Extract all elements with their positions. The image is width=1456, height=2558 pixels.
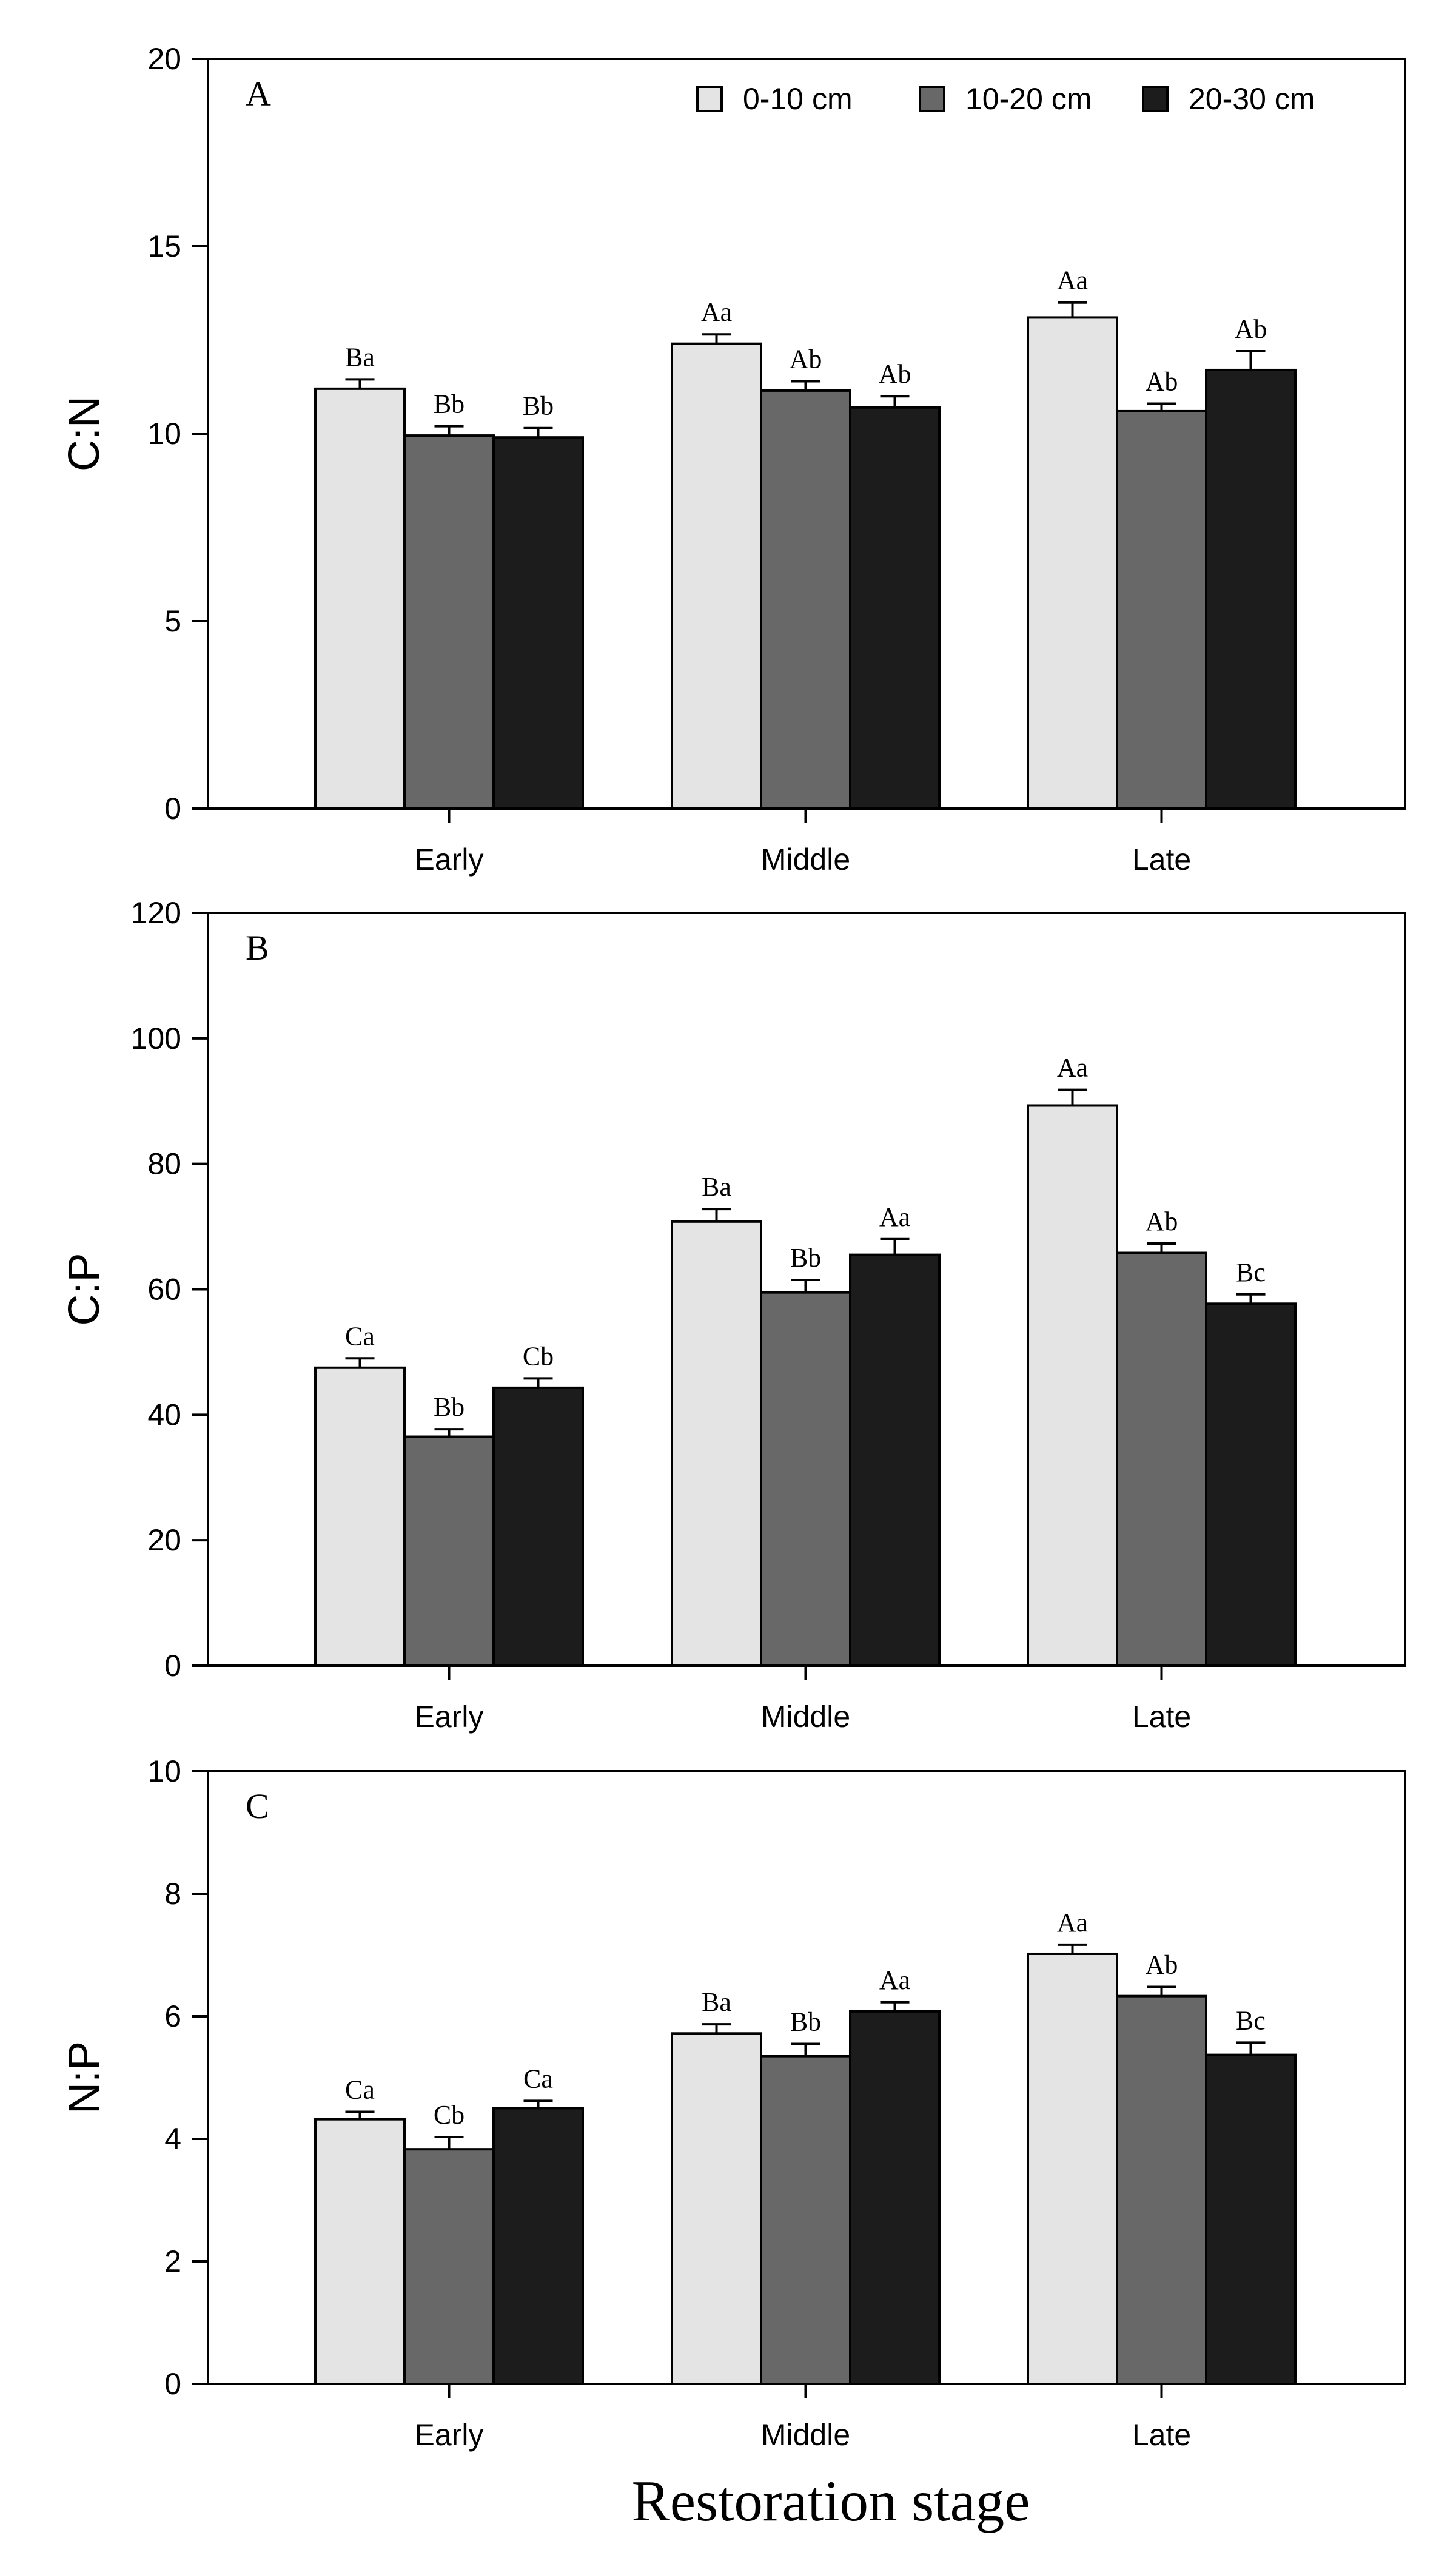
significance-label: Aa <box>879 1202 910 1232</box>
legend-swatch-2 <box>1142 86 1169 112</box>
significance-label: Ba <box>702 1987 731 2017</box>
bar-early-20-30cm <box>492 436 584 810</box>
y-tick-label: 0 <box>164 792 181 826</box>
significance-label: Ab <box>1146 1950 1178 1980</box>
y-tick-label: 10 <box>147 417 181 451</box>
significance-label: Bc <box>1236 2005 1266 2035</box>
category-label-middle: Middle <box>761 843 850 877</box>
significance-label: Ca <box>345 1321 375 1351</box>
category-label-late: Late <box>1132 1700 1191 1734</box>
significance-label: Cb <box>434 2100 465 2130</box>
y-tick-label: 120 <box>131 896 181 930</box>
bar-late-20-30cm <box>1205 368 1297 810</box>
significance-label: Bb <box>523 391 554 421</box>
bar-middle-10-20cm <box>760 1291 851 1668</box>
chart-panel-b: 0 20 40 60 80 100 120 C:P B Early Ca Bb Cb Middle Ba Bb… <box>60 896 1406 1734</box>
significance-label: Cb <box>523 1341 554 1371</box>
legend-label: 0-10 cm <box>743 82 853 116</box>
significance-label: Aa <box>879 1965 910 1995</box>
y-tick-label: 80 <box>147 1147 181 1181</box>
significance-label: Aa <box>701 297 732 327</box>
significance-label: Ab <box>879 359 911 389</box>
chart-panel-a: 0 5 10 15 20 C:N A Early Ba Bb Bb Middle Aa Ab Ab Late A… <box>60 42 1406 877</box>
y-tick-label: 20 <box>147 1523 181 1557</box>
bar-middle-10-20cm <box>760 389 851 810</box>
bar-late-20-30cm <box>1205 1302 1297 1668</box>
significance-label: Ca <box>345 2075 375 2105</box>
category-label-late: Late <box>1132 843 1191 877</box>
chart-panel-c: 0 2 4 6 8 10 N:P C Early Ca Cb Ca Middle Ba Bb Aa Late Aa… <box>60 1754 1406 2452</box>
y-tick-label: 0 <box>164 1649 181 1683</box>
significance-label: Aa <box>1057 1053 1088 1083</box>
bar-middle-0-10cm <box>671 2032 762 2385</box>
y-tick-label: 4 <box>164 2122 181 2156</box>
bar-early-0-10cm <box>314 1366 406 1667</box>
x-axis-title: Restoration stage <box>632 2469 1030 2533</box>
category-label-middle: Middle <box>761 1700 850 1734</box>
significance-label: Ab <box>790 344 822 374</box>
y-tick-label: 15 <box>147 229 181 263</box>
significance-label: Bb <box>434 1392 465 1422</box>
bar-late-0-10cm <box>1027 1104 1118 1667</box>
bar-late-10-20cm <box>1116 409 1207 810</box>
y-tick-label: 60 <box>147 1273 181 1307</box>
panel-letter: A <box>246 74 271 113</box>
significance-label: Ba <box>345 342 375 372</box>
y-axis-title: N:P <box>60 2041 109 2114</box>
significance-label: Bb <box>434 389 465 419</box>
bar-early-20-30cm <box>492 2107 584 2385</box>
y-tick-label: 0 <box>164 2367 181 2401</box>
bar-early-0-10cm <box>314 387 406 810</box>
bar-early-20-30cm <box>492 1386 584 1668</box>
y-axis-title: C:N <box>60 396 109 471</box>
category-label-middle: Middle <box>761 2418 850 2452</box>
legend-label: 10-20 cm <box>965 82 1092 116</box>
y-tick-label: 6 <box>164 1999 181 2033</box>
significance-label: Bb <box>790 1243 821 1273</box>
significance-label: Ba <box>702 1172 731 1202</box>
y-tick-label: 10 <box>147 1754 181 1788</box>
bar-early-10-20cm <box>403 1435 495 1667</box>
bar-early-10-20cm <box>403 2148 495 2385</box>
legend-swatch-1 <box>919 86 945 112</box>
y-axis-title: C:P <box>60 1253 109 1325</box>
bar-middle-20-30cm <box>849 2010 941 2385</box>
legend: 0-10 cm 10-20 cm 20-30 cm <box>696 82 1315 116</box>
significance-label: Ca <box>523 2064 553 2093</box>
bar-late-20-30cm <box>1205 2053 1297 2385</box>
y-tick-label: 40 <box>147 1398 181 1432</box>
bar-late-0-10cm <box>1027 1952 1118 2385</box>
bar-middle-0-10cm <box>671 1220 762 1668</box>
legend-swatch-0 <box>696 86 723 112</box>
significance-label: Bb <box>790 2007 821 2036</box>
significance-label: Ab <box>1146 1207 1178 1236</box>
significance-label: Aa <box>1057 266 1088 295</box>
category-label-late: Late <box>1132 2418 1191 2452</box>
category-label-early: Early <box>415 1700 484 1734</box>
significance-label: Aa <box>1057 1908 1088 1937</box>
bar-late-10-20cm <box>1116 1251 1207 1667</box>
y-tick-label: 8 <box>164 1877 181 1911</box>
y-tick-label: 5 <box>164 604 181 638</box>
bar-late-0-10cm <box>1027 316 1118 810</box>
significance-label: Bc <box>1236 1257 1266 1287</box>
bar-early-0-10cm <box>314 2118 406 2385</box>
category-label-early: Early <box>415 2418 484 2452</box>
bar-middle-10-20cm <box>760 2055 851 2385</box>
y-tick-label: 2 <box>164 2244 181 2278</box>
significance-label: Ab <box>1146 367 1178 397</box>
significance-label: Ab <box>1235 314 1267 344</box>
y-tick-label: 20 <box>147 42 181 76</box>
panel-letter: C <box>246 1786 269 1826</box>
bar-middle-20-30cm <box>849 1253 941 1667</box>
panel-letter: B <box>246 928 269 968</box>
bar-middle-0-10cm <box>671 342 762 810</box>
legend-label: 20-30 cm <box>1189 82 1315 116</box>
bar-late-10-20cm <box>1116 1994 1207 2385</box>
category-label-early: Early <box>415 843 484 877</box>
bar-early-10-20cm <box>403 434 495 810</box>
bar-middle-20-30cm <box>849 406 941 810</box>
y-tick-label: 100 <box>131 1022 181 1055</box>
